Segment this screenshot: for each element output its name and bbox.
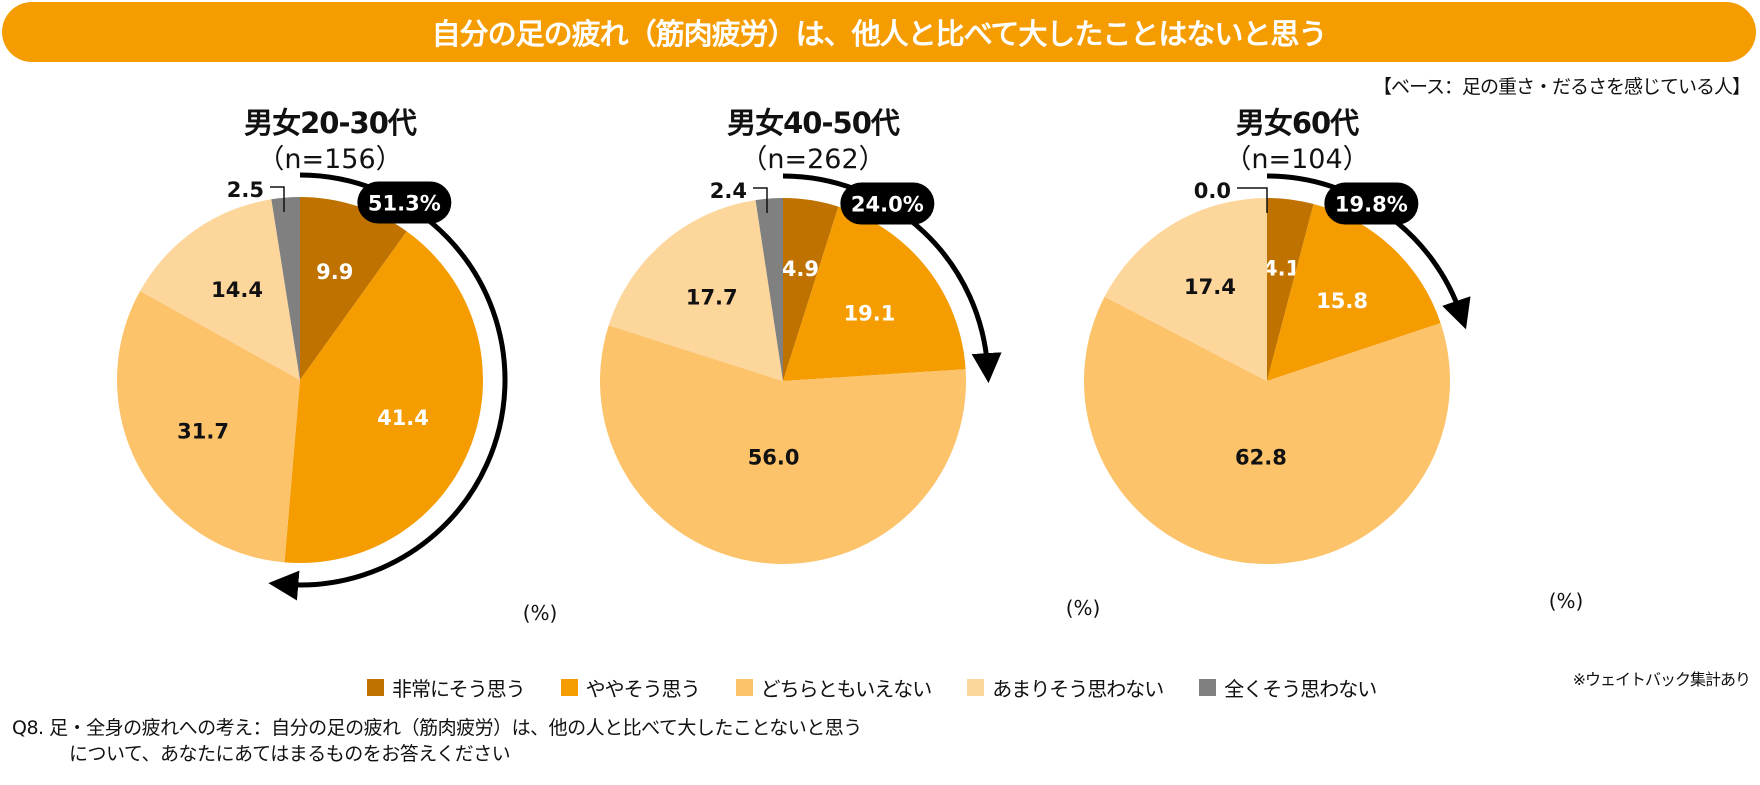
legend: 非常にそう思う ややそう思う どちらともいえない あまりそう思わない 全くそう思… <box>367 673 1377 702</box>
weight-note: ※ウェイトバック集計あり <box>1572 670 1751 689</box>
pie-2-value-label: 2.4 <box>710 179 747 203</box>
legend-item: 全くそう思わない <box>1199 673 1377 702</box>
pie-1-value-label: 9.9 <box>316 260 353 284</box>
pie-1-value-label: 31.7 <box>177 420 229 444</box>
base-note: 【ベース：足の重さ・だるさを感じている人】 <box>1372 76 1751 98</box>
pie-1-title: 男女20-30代 <box>244 106 417 140</box>
legend-item: 非常にそう思う <box>367 673 526 702</box>
pie-3-sample-size: （n=104） <box>1224 144 1370 175</box>
pie-2-unit-label: (%) <box>1066 596 1101 620</box>
pie-1-callout-label: 51.3% <box>368 192 441 216</box>
pie-3-callout-label: 19.8% <box>1335 193 1408 217</box>
legend-swatch <box>967 679 985 696</box>
legend-item: あまりそう思わない <box>967 673 1164 702</box>
legend-label: 全くそう思わない <box>1224 677 1377 701</box>
pie-1-sample-size: （n=156） <box>257 144 403 175</box>
pie-3-value-label: 17.4 <box>1184 275 1236 299</box>
pie-2-slice-1 <box>783 198 839 381</box>
pie-2-header: 男女40-50代 （n=262） <box>633 105 993 179</box>
question-text: Q8. 足・全身の疲れへの考え：自分の足の疲れ（筋肉疲労）は、他の人と比べて大し… <box>12 715 862 767</box>
pie-3-callout-bubble <box>1324 182 1419 225</box>
question-line-2: について、あなたにあてはまるものをお答えください <box>69 743 511 765</box>
pie-2-value-label: 17.7 <box>686 285 738 309</box>
legend-item: どちらともいえない <box>735 673 933 702</box>
pie-3-value-label: 0.0 <box>1194 179 1231 203</box>
pie-1-slice-5 <box>271 197 300 380</box>
pie-2-sample-size: （n=262） <box>740 144 886 175</box>
pie-2-callout-bubble <box>840 182 935 225</box>
title-banner: 自分の足の疲れ（筋肉疲労）は、他人と比べて大したことはないと思う <box>2 2 1756 62</box>
legend-label: ややそう思う <box>585 677 701 701</box>
pie-1-slice-1 <box>300 197 407 380</box>
pie-1-leader-line <box>270 186 285 212</box>
legend-label: あまりそう思わない <box>992 677 1164 701</box>
pie-1-value-label: 2.5 <box>227 178 264 202</box>
pie-3-slice-4 <box>1104 198 1267 381</box>
pie-1-value-label: 41.4 <box>377 406 429 430</box>
legend-item: ややそう思う <box>560 673 701 702</box>
pie-1-slice-4 <box>140 199 300 380</box>
pie-2-slice-4 <box>608 200 783 381</box>
pie-3-slice-1 <box>1267 198 1314 381</box>
pie-2-leader-line <box>753 187 768 213</box>
pie-1-slice-2 <box>284 231 483 564</box>
pie-2-value-label: 4.9 <box>782 257 819 281</box>
pie-1-header: 男女20-30代 （n=156） <box>150 105 510 179</box>
legend-label: どちらともいえない <box>760 677 933 701</box>
pie-3-header: 男女60代 （n=104） <box>1117 105 1477 179</box>
pie-2-slice-3 <box>600 325 966 564</box>
legend-swatch <box>367 679 384 696</box>
legend-label: 非常にそう思う <box>392 677 526 701</box>
legend-swatch <box>735 679 753 696</box>
pie-3-unit-label: (%) <box>1549 589 1584 613</box>
pie-1-callout-bubble <box>357 181 452 224</box>
legend-swatch <box>1199 679 1217 696</box>
pie-3-leader-line <box>1237 187 1268 213</box>
pie-3-value-label: 62.8 <box>1235 446 1287 470</box>
pie-2-value-label: 19.1 <box>844 301 896 325</box>
pie-1-value-label: 14.4 <box>211 278 263 302</box>
pie-3-value-label: 4.1 <box>1263 256 1300 280</box>
pie-2-callout-label: 24.0% <box>851 193 924 217</box>
pie-2-slice-2 <box>783 206 966 381</box>
pie-2-title: 男女40-50代 <box>727 106 900 140</box>
pie-3-slice-2 <box>1267 204 1441 381</box>
pie-1-slice-3 <box>117 291 300 563</box>
pie-2-slice-5 <box>755 198 783 381</box>
pie-2-callout-arrow <box>782 173 1002 384</box>
legend-swatch <box>560 679 578 696</box>
pie-3-slice-3 <box>1084 296 1450 564</box>
pie-3-value-label: 15.8 <box>1316 289 1368 313</box>
chart-title: 自分の足の疲れ（筋肉疲労）は、他人と比べて大したことはないと思う <box>431 17 1328 51</box>
pie-3-title: 男女60代 <box>1235 106 1359 140</box>
pie-1-unit-label: (%) <box>523 601 558 625</box>
question-line-1: Q8. 足・全身の疲れへの考え：自分の足の疲れ（筋肉疲労）は、他の人と比べて大し… <box>12 717 862 739</box>
pie-2-value-label: 56.0 <box>748 445 800 469</box>
